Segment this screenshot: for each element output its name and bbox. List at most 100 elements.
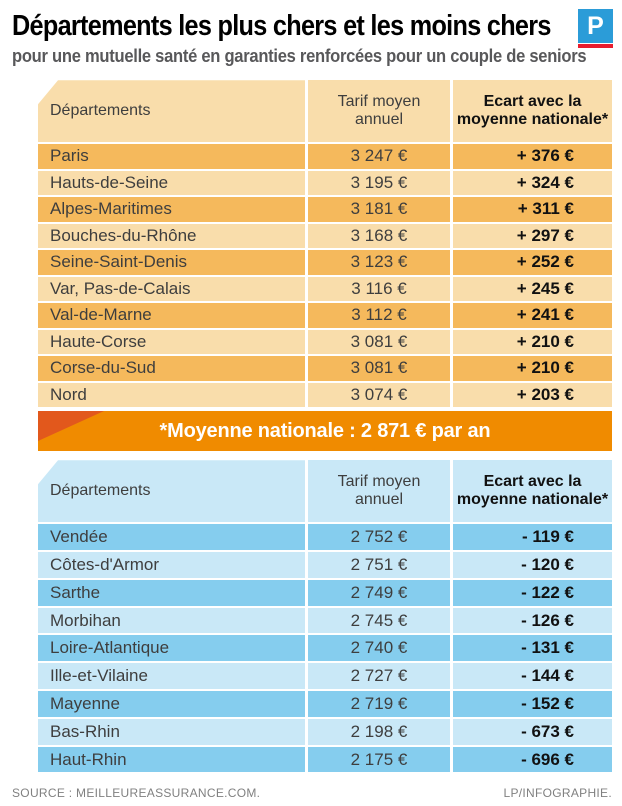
table-row: Haute-Corse 3 081 € + 210 € <box>38 329 612 355</box>
page-title: Départements les plus chers et les moins… <box>12 10 551 42</box>
le-parisien-logo: P <box>578 9 613 48</box>
tarif-cell: 2 740 € <box>308 635 450 662</box>
column-header-departements: Départements <box>38 460 305 523</box>
table-header-row: Départements Tarif moyen annuel Ecart av… <box>38 80 612 143</box>
departement-cell: Vendée <box>38 524 305 551</box>
departement-cell: Val-de-Marne <box>38 303 305 328</box>
table-row: Mayenne 2 719 € - 152 € <box>38 691 612 717</box>
table-row: Loire-Atlantique 2 740 € - 131 € <box>38 635 612 662</box>
logo-red-bar-icon <box>578 44 613 48</box>
table-row: Hauts-de-Seine 3 195 € + 324 € <box>38 170 612 196</box>
tarif-cell: 2 175 € <box>308 746 450 773</box>
table-row: Haut-Rhin 2 175 € - 696 € <box>38 746 612 773</box>
ecart-cell: - 144 € <box>453 663 612 690</box>
ecart-cell: - 696 € <box>453 746 612 773</box>
ecart-cell: + 324 € <box>453 170 612 196</box>
tarif-cell: 3 181 € <box>308 197 450 222</box>
ecart-cell: + 210 € <box>453 329 612 355</box>
tarif-cell: 3 116 € <box>308 276 450 302</box>
tarif-cell: 2 198 € <box>308 718 450 745</box>
departement-cell: Nord <box>38 382 305 408</box>
ecart-cell: + 203 € <box>453 382 612 408</box>
table-row: Bas-Rhin 2 198 € - 673 € <box>38 718 612 745</box>
infographic-credit: LP/INFOGRAPHIE. <box>503 786 612 800</box>
ecart-cell: + 245 € <box>453 276 612 302</box>
footer: SOURCE : MEILLEUREASSURANCE.COM. LP/INFO… <box>12 786 612 800</box>
table-row: Sarthe 2 749 € - 122 € <box>38 579 612 606</box>
table-row: Côtes-d'Armor 2 751 € - 120 € <box>38 552 612 578</box>
departement-cell: Loire-Atlantique <box>38 635 305 662</box>
tarif-cell: 2 719 € <box>308 691 450 717</box>
tarif-cell: 3 123 € <box>308 250 450 275</box>
departement-cell: Bas-Rhin <box>38 718 305 745</box>
departement-cell: Mayenne <box>38 691 305 717</box>
ecart-cell: + 241 € <box>453 303 612 328</box>
departement-cell: Côtes-d'Armor <box>38 552 305 578</box>
ecart-cell: - 131 € <box>453 635 612 662</box>
column-header-ecart-label: Ecart avec la moyenne nationale* <box>456 472 609 509</box>
departement-cell: Bouches-du-Rhône <box>38 223 305 249</box>
cheap-table-body: Vendée 2 752 € - 119 € Côtes-d'Armor 2 751 €… <box>38 524 612 773</box>
departement-cell: Corse-du-Sud <box>38 356 305 381</box>
table-row: Nord 3 074 € + 203 € <box>38 382 612 408</box>
ecart-cell: - 673 € <box>453 718 612 745</box>
logo-letter: P <box>578 9 613 43</box>
ecart-cell: - 119 € <box>453 524 612 551</box>
header: Départements les plus chers et les moins… <box>0 0 622 67</box>
departement-cell: Seine-Saint-Denis <box>38 250 305 275</box>
departement-cell: Haute-Corse <box>38 329 305 355</box>
tarif-cell: 2 752 € <box>308 524 450 551</box>
departement-cell: Paris <box>38 144 305 169</box>
cheap-departments-table: Départements Tarif moyen annuel Ecart av… <box>38 460 612 773</box>
column-header-ecart-label: Ecart avec la moyenne nationale* <box>456 92 609 129</box>
table-row: Bouches-du-Rhône 3 168 € + 297 € <box>38 223 612 249</box>
expensive-departments-table: Départements Tarif moyen annuel Ecart av… <box>38 80 612 408</box>
column-header-ecart: Ecart avec la moyenne nationale* <box>453 80 612 143</box>
table-row: Val-de-Marne 3 112 € + 241 € <box>38 303 612 328</box>
table-row: Ille-et-Vilaine 2 727 € - 144 € <box>38 663 612 690</box>
ecart-cell: - 122 € <box>453 579 612 606</box>
ecart-cell: + 252 € <box>453 250 612 275</box>
table-header-row: Départements Tarif moyen annuel Ecart av… <box>38 460 612 523</box>
table-row: Morbihan 2 745 € - 126 € <box>38 607 612 634</box>
page-subtitle: pour une mutuelle santé en garanties ren… <box>12 46 587 67</box>
tarif-cell: 3 168 € <box>308 223 450 249</box>
national-average-banner: *Moyenne nationale : 2 871 € par an <box>38 411 612 452</box>
departement-cell: Alpes-Maritimes <box>38 197 305 222</box>
departement-cell: Sarthe <box>38 579 305 606</box>
column-header-tarif: Tarif moyen annuel <box>308 460 450 523</box>
departement-cell: Hauts-de-Seine <box>38 170 305 196</box>
ecart-cell: + 311 € <box>453 197 612 222</box>
ecart-cell: - 126 € <box>453 607 612 634</box>
departement-cell: Var, Pas-de-Calais <box>38 276 305 302</box>
column-header-tarif-label: Tarif moyen annuel <box>337 92 421 129</box>
ecart-cell: + 297 € <box>453 223 612 249</box>
table-row: Paris 3 247 € + 376 € <box>38 144 612 169</box>
table-row: Seine-Saint-Denis 3 123 € + 252 € <box>38 250 612 275</box>
tarif-cell: 3 081 € <box>308 356 450 381</box>
tarif-cell: 2 749 € <box>308 579 450 606</box>
expensive-table-body: Paris 3 247 € + 376 € Hauts-de-Seine 3 195 €… <box>38 144 612 408</box>
tarif-cell: 3 081 € <box>308 329 450 355</box>
departement-cell: Morbihan <box>38 607 305 634</box>
tarif-cell: 3 112 € <box>308 303 450 328</box>
column-header-ecart: Ecart avec la moyenne nationale* <box>453 460 612 523</box>
tarif-cell: 2 751 € <box>308 552 450 578</box>
departement-cell: Ille-et-Vilaine <box>38 663 305 690</box>
tarif-cell: 3 247 € <box>308 144 450 169</box>
tarif-cell: 3 074 € <box>308 382 450 408</box>
table-row: Var, Pas-de-Calais 3 116 € + 245 € <box>38 276 612 302</box>
column-header-tarif: Tarif moyen annuel <box>308 80 450 143</box>
departement-cell: Haut-Rhin <box>38 746 305 773</box>
source-credit: SOURCE : MEILLEUREASSURANCE.COM. <box>12 786 261 800</box>
column-header-departements: Départements <box>38 80 305 143</box>
ecart-cell: + 376 € <box>453 144 612 169</box>
national-average-text: *Moyenne nationale : 2 871 € par an <box>159 419 491 442</box>
table-row: Alpes-Maritimes 3 181 € + 311 € <box>38 197 612 222</box>
ecart-cell: - 120 € <box>453 552 612 578</box>
tarif-cell: 3 195 € <box>308 170 450 196</box>
tarif-cell: 2 745 € <box>308 607 450 634</box>
tarif-cell: 2 727 € <box>308 663 450 690</box>
banner-corner-triangle-icon <box>38 411 104 442</box>
